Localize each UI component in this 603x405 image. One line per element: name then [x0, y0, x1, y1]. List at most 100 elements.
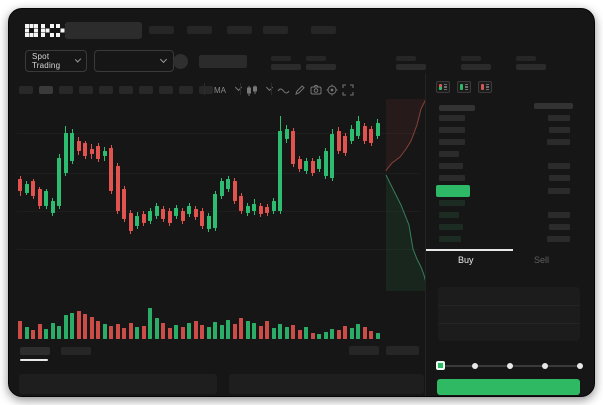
line-tool-icon[interactable]	[277, 86, 291, 100]
volume-bar	[362, 327, 367, 339]
candle	[343, 136, 347, 153]
stat-value	[461, 64, 491, 70]
screenshot-camera-icon[interactable]	[310, 84, 324, 98]
nav-item[interactable]	[263, 26, 288, 34]
price-bar	[439, 151, 459, 157]
bottom-tab-active[interactable]	[20, 347, 50, 355]
orderbook-row[interactable]	[439, 200, 570, 206]
nav-item[interactable]	[149, 26, 174, 34]
slider-stop[interactable]	[542, 363, 548, 369]
candle	[102, 151, 107, 156]
chart-type-icon[interactable]	[246, 85, 258, 97]
candle	[232, 181, 237, 201]
tab-sell[interactable]: Sell	[534, 255, 550, 265]
amount-bar	[547, 236, 570, 242]
candle	[161, 209, 165, 219]
market-type-dropdown[interactable]: Spot Trading	[25, 50, 87, 72]
orderbook-row[interactable]	[439, 115, 570, 121]
candle	[317, 159, 321, 169]
top-bar	[9, 9, 594, 45]
volume-bar	[128, 323, 133, 339]
timeframe-button[interactable]	[39, 86, 53, 94]
candle	[24, 184, 29, 193]
candle	[297, 159, 302, 169]
nav-item[interactable]	[187, 26, 212, 34]
slider-handle[interactable]	[436, 361, 445, 370]
search-input[interactable]	[65, 22, 142, 39]
volume-bar	[174, 325, 178, 339]
candle	[206, 216, 211, 229]
orderbook-row[interactable]	[439, 212, 570, 218]
timeframe-button[interactable]	[139, 86, 153, 94]
chart-gridline	[17, 249, 419, 250]
draw-tool-icon[interactable]	[294, 84, 308, 98]
candle	[369, 129, 373, 143]
slider-stop[interactable]	[577, 363, 583, 369]
candle	[180, 211, 185, 221]
fullscreen-icon[interactable]	[342, 84, 356, 98]
candle	[310, 161, 315, 173]
volume-bar	[141, 326, 146, 339]
orderbook-view-both-icon[interactable]	[436, 81, 450, 93]
volume-bar	[284, 327, 289, 339]
slider-stop[interactable]	[472, 363, 478, 369]
candle	[57, 158, 61, 206]
bottom-tab[interactable]	[61, 347, 91, 355]
volume-bar	[310, 333, 315, 339]
price-bar	[439, 212, 459, 218]
orderbook-row[interactable]	[439, 236, 570, 242]
candle	[226, 179, 230, 189]
bottom-action[interactable]	[386, 346, 419, 355]
timeframe-button[interactable]	[159, 86, 173, 94]
candle	[167, 211, 172, 223]
volume-bar	[258, 326, 263, 339]
candle	[128, 213, 133, 231]
depth-chart	[384, 99, 426, 291]
okx-logo[interactable]	[25, 24, 69, 37]
timeframe-button[interactable]	[19, 86, 33, 94]
volume-bar	[193, 321, 198, 339]
volume-bar	[167, 328, 172, 339]
settings-gear-icon[interactable]	[326, 84, 340, 98]
volume-bar	[297, 330, 302, 339]
chart-panel: MA	[9, 73, 426, 396]
orderbook-view-bids-icon[interactable]	[457, 81, 471, 93]
bottom-action[interactable]	[349, 346, 379, 355]
candle	[141, 214, 146, 223]
buy-button[interactable]	[437, 379, 580, 395]
orderbook-row[interactable]	[439, 151, 570, 157]
nav-item[interactable]	[311, 26, 336, 34]
orderbook-row[interactable]	[439, 139, 570, 145]
buy-tab-indicator	[426, 249, 513, 251]
candle	[291, 131, 295, 164]
volume-bar	[18, 321, 22, 339]
amount-slider[interactable]	[436, 361, 583, 370]
order-form-fields[interactable]	[438, 287, 580, 341]
orderbook-view-asks-icon[interactable]	[478, 81, 492, 93]
volume-bar	[317, 334, 321, 339]
volume-bar	[109, 326, 113, 339]
volume-bar	[57, 326, 61, 339]
tab-buy[interactable]: Buy	[458, 255, 474, 265]
candle	[245, 206, 250, 213]
last-price-row[interactable]	[426, 185, 594, 198]
ma-indicator-label[interactable]: MA	[214, 86, 226, 95]
orderbook-row[interactable]	[439, 224, 570, 230]
volume-bar	[161, 323, 165, 339]
timeframe-button[interactable]	[79, 86, 93, 94]
price-bar	[439, 175, 465, 181]
orderbook-row[interactable]	[439, 127, 570, 133]
timeframe-button[interactable]	[199, 86, 213, 94]
timeframe-button[interactable]	[99, 86, 113, 94]
price-bar	[439, 224, 463, 230]
pair-selector-dropdown[interactable]	[94, 50, 174, 72]
volume-bar	[31, 330, 35, 339]
timeframe-button[interactable]	[59, 86, 73, 94]
stat-value	[306, 64, 336, 70]
nav-item[interactable]	[227, 26, 252, 34]
slider-stop[interactable]	[507, 363, 513, 369]
orderbook-row[interactable]	[439, 175, 570, 181]
orderbook-row[interactable]	[439, 163, 570, 169]
timeframe-button[interactable]	[179, 86, 193, 94]
timeframe-button[interactable]	[119, 86, 133, 94]
